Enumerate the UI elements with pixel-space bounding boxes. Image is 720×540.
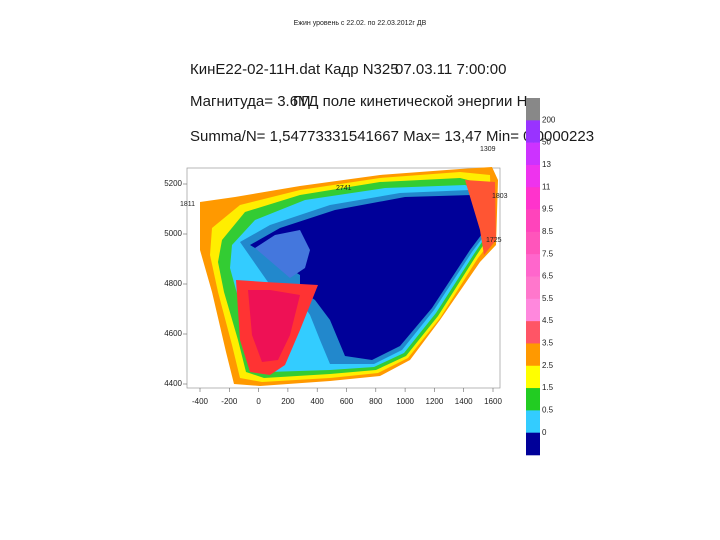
x-tick-label: 1200 bbox=[426, 397, 444, 406]
slide-title: Ежин уровень с 22.02. по 22.03.2012г ДВ bbox=[294, 20, 427, 27]
station-label: 1725 bbox=[486, 237, 502, 244]
station-label: 2741 bbox=[336, 185, 352, 192]
station-labels: 1309 2741 1811 1803 1725 bbox=[180, 146, 508, 244]
colorbar-label: 200 bbox=[542, 115, 556, 124]
colorbar-swatch bbox=[526, 254, 540, 277]
x-tick-label: 800 bbox=[369, 397, 383, 406]
colorbar-label: 0 bbox=[542, 428, 547, 437]
colorbar-swatch bbox=[526, 142, 540, 166]
station-label: 1811 bbox=[180, 201, 195, 208]
colorbar-label: 6.5 bbox=[542, 272, 554, 281]
y-tick-label: 4800 bbox=[164, 279, 182, 288]
colorbar-label: 0.5 bbox=[542, 405, 554, 414]
contour-map bbox=[200, 167, 498, 386]
colorbar-swatch bbox=[526, 432, 540, 456]
colorbar-swatch bbox=[526, 321, 540, 344]
y-tick-label: 4400 bbox=[164, 379, 182, 388]
colorbar-label: 7.5 bbox=[542, 249, 554, 258]
colorbar-swatch bbox=[526, 410, 540, 433]
station-label: 1309 bbox=[480, 146, 496, 153]
x-tick-label: -200 bbox=[221, 397, 238, 406]
datetime: 07.03.11 7:00:00 bbox=[395, 61, 507, 78]
file-label: КинЕ22-02-11Н.dat Кадр N325 bbox=[190, 61, 399, 78]
x-tick-label: -400 bbox=[192, 397, 209, 406]
y-tick-label: 4600 bbox=[164, 329, 182, 338]
colorbar-label: 1.5 bbox=[542, 383, 554, 392]
colorbar-label: 2.5 bbox=[542, 361, 554, 370]
x-tick-label: 0 bbox=[256, 397, 261, 406]
colorbar-swatch bbox=[526, 209, 540, 233]
x-tick-label: 400 bbox=[311, 397, 325, 406]
colorbar-label: 11 bbox=[542, 182, 551, 191]
colorbar-swatch bbox=[526, 120, 540, 143]
x-tick-label: 600 bbox=[340, 397, 354, 406]
colorbar-label: 9.5 bbox=[542, 205, 554, 214]
x-tick-label: 1600 bbox=[484, 397, 502, 406]
colorbar-swatch bbox=[526, 388, 540, 411]
x-tick-label: 200 bbox=[281, 397, 295, 406]
colorbar-swatch bbox=[526, 276, 540, 300]
station-label: 1803 bbox=[492, 193, 508, 200]
colorbar-swatch bbox=[526, 343, 540, 367]
colorbar-label: 4.5 bbox=[542, 316, 554, 325]
colorbar-label: 13 bbox=[542, 160, 551, 169]
colorbar-label: 3.5 bbox=[542, 339, 554, 348]
x-tick-label: 1000 bbox=[396, 397, 414, 406]
x-tick-label: 1400 bbox=[455, 397, 473, 406]
colorbar-swatch bbox=[526, 98, 540, 121]
colorbar-label: 50 bbox=[542, 138, 551, 147]
colorbar-label: 5.5 bbox=[542, 294, 554, 303]
y-tick-label: 5000 bbox=[164, 229, 182, 238]
colorbar-swatch bbox=[526, 365, 540, 389]
magnitude: Магнитуда= 3.6M bbox=[190, 93, 311, 110]
colorbar-swatch bbox=[526, 298, 540, 322]
colorbar-swatch bbox=[526, 187, 540, 210]
y-tick-label: 5200 bbox=[164, 179, 182, 188]
field-label: ГГД поле кинетической энергии Н. bbox=[293, 93, 532, 110]
colorbar-swatch bbox=[526, 231, 540, 255]
colorbar-swatch bbox=[526, 164, 540, 188]
stats: Summa/N= 1,54773331541667 Max= 13,47 Min… bbox=[190, 128, 594, 145]
colorbar-label: 8.5 bbox=[542, 227, 554, 236]
